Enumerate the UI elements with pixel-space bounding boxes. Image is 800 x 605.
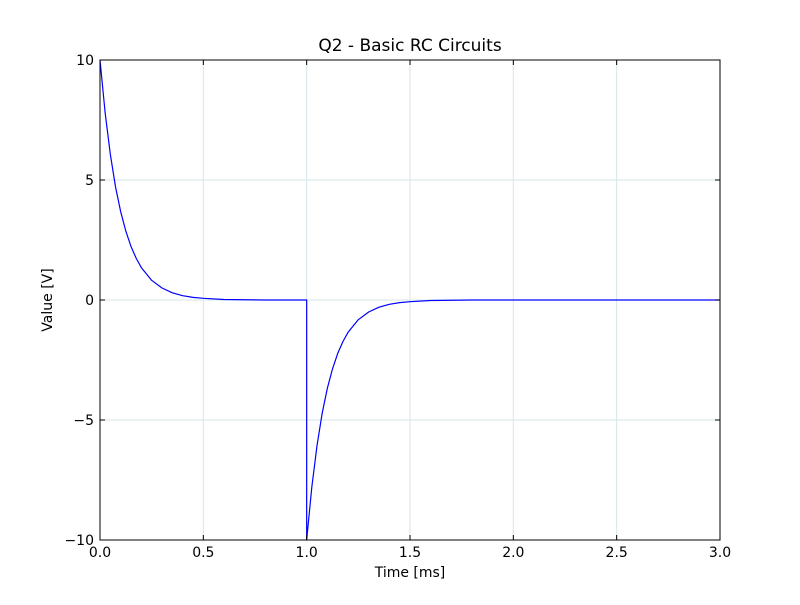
x-tick-label: 1.0 <box>296 545 318 561</box>
x-tick-label: 0.5 <box>192 545 214 561</box>
y-tick-label: 10 <box>76 53 94 69</box>
x-tick-label: 2.5 <box>606 545 628 561</box>
chart-title: Q2 - Basic RC Circuits <box>318 36 502 56</box>
x-tick-label: 1.5 <box>399 545 421 561</box>
y-tick-label: 5 <box>85 173 94 189</box>
tick-layer: 0.0 0.5 1.0 1.5 2.0 2.5 3.0 −10 −5 0 5 10 <box>64 53 731 561</box>
y-tick-label: −10 <box>64 533 94 549</box>
x-tick-label: 2.0 <box>502 545 524 561</box>
x-tick-label: 0.0 <box>89 545 111 561</box>
y-tick-label: 0 <box>85 293 94 309</box>
x-axis-label: Time [ms] <box>374 565 446 581</box>
y-axis-label: Value [V] <box>40 268 56 331</box>
y-tick-label: −5 <box>73 413 94 429</box>
x-tick-label: 3.0 <box>709 545 731 561</box>
